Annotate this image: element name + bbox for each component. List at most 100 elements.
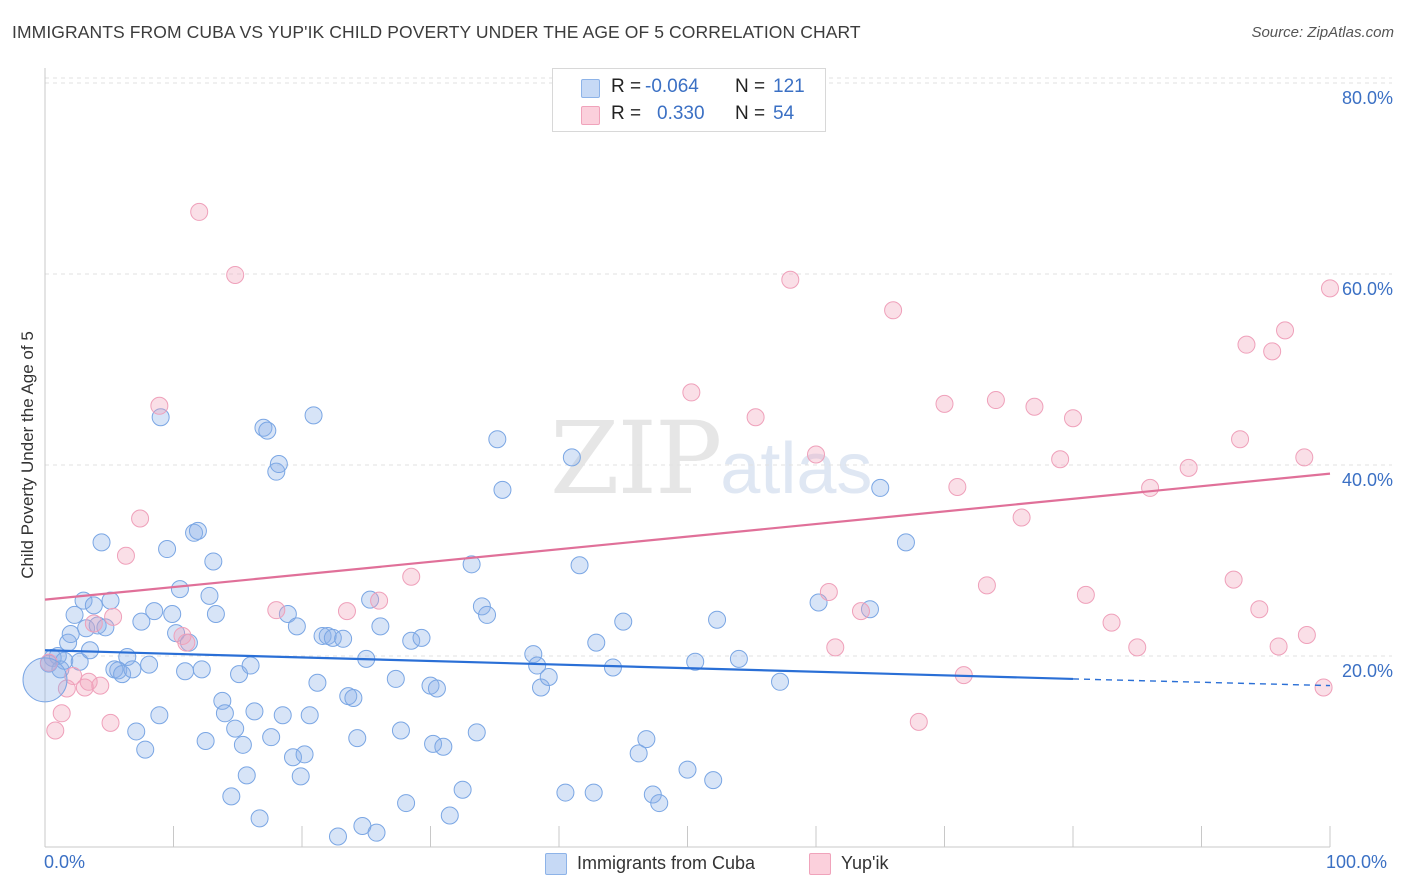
data-point-yupik xyxy=(150,396,169,415)
watermark: ZIPatlas xyxy=(550,400,872,517)
data-point-yupik xyxy=(104,607,123,626)
data-point-cuba xyxy=(258,421,277,440)
data-point-yupik xyxy=(909,712,928,731)
data-point-yupik xyxy=(986,391,1005,410)
legend-r-value: 0.330 xyxy=(657,103,705,124)
data-point-cuba xyxy=(524,645,543,664)
data-point-yupik xyxy=(1025,397,1044,416)
data-point-yupik xyxy=(1250,600,1269,619)
data-point-yupik xyxy=(935,394,954,413)
data-point-cuba xyxy=(472,597,491,616)
data-point-cuba xyxy=(367,823,386,842)
data-point-cuba xyxy=(188,521,207,540)
data-point-cuba xyxy=(278,604,297,623)
chart-title: IMMIGRANTS FROM CUBA VS YUP'IK CHILD POV… xyxy=(12,22,861,42)
data-point-cuba xyxy=(708,610,727,629)
y-tick-label-60: 60.0% xyxy=(1341,279,1393,299)
data-point-yupik xyxy=(1076,585,1095,604)
data-point-yupik xyxy=(1231,430,1250,449)
data-point-cuba xyxy=(323,628,342,647)
data-point-yupik xyxy=(1263,342,1282,361)
bottom-legend-label-cuba: Immigrants from Cuba xyxy=(577,853,756,873)
data-point-cuba xyxy=(237,766,256,785)
legend-n-label: N = xyxy=(735,76,766,97)
data-point-cuba xyxy=(771,672,790,691)
y-tick-label-80: 80.0% xyxy=(1341,88,1393,108)
data-point-yupik xyxy=(101,713,120,732)
data-point-yupik xyxy=(781,270,800,289)
y-tick-label-40: 40.0% xyxy=(1341,470,1393,490)
data-point-yupik xyxy=(177,633,196,652)
data-point-yupik xyxy=(52,704,71,723)
data-point-cuba xyxy=(493,480,512,499)
legend-n-value: 54 xyxy=(773,103,795,124)
data-point-cuba xyxy=(397,794,416,813)
data-point-yupik xyxy=(1179,458,1198,477)
data-point-cuba xyxy=(250,809,269,828)
source-credit: Source: ZipAtlas.com xyxy=(1251,24,1394,41)
data-point-cuba xyxy=(136,740,155,759)
data-point-cuba xyxy=(123,660,142,679)
data-point-cuba xyxy=(462,555,481,574)
data-point-yupik xyxy=(1276,321,1295,340)
data-point-cuba xyxy=(704,771,723,790)
data-point-cuba xyxy=(453,780,472,799)
data-point-cuba xyxy=(328,827,347,846)
legend-row-cuba: R = -0.064 N = 121 xyxy=(553,76,825,100)
legend-r-value: -0.064 xyxy=(645,76,699,97)
legend-r-label: R = xyxy=(611,76,642,97)
data-point-cuba xyxy=(584,783,603,802)
correlation-legend: R = -0.064 N = 121 R = 0.330 N = 54 xyxy=(552,68,826,132)
data-point-cuba xyxy=(361,590,380,609)
data-point-yupik xyxy=(46,721,65,740)
data-point-cuba xyxy=(348,729,367,748)
data-point-cuba xyxy=(427,679,446,698)
data-point-cuba xyxy=(84,596,103,615)
bottom-legend-swatch-cuba xyxy=(545,853,567,875)
data-point-yupik xyxy=(884,301,903,320)
data-point-cuba xyxy=(196,731,215,750)
data-point-cuba xyxy=(467,723,486,742)
data-point-yupik xyxy=(1064,409,1082,428)
data-point-yupik xyxy=(682,383,701,402)
x-tick-label-min: 0.0% xyxy=(44,852,86,872)
legend-n-value: 121 xyxy=(773,76,805,97)
data-point-cuba xyxy=(295,745,314,764)
data-point-cuba xyxy=(871,478,890,497)
data-point-yupik xyxy=(807,445,825,464)
watermark-zip: ZIP xyxy=(550,400,722,517)
data-point-cuba xyxy=(614,612,633,631)
data-point-cuba xyxy=(145,602,164,621)
data-point-yupik xyxy=(39,653,58,672)
data-point-yupik xyxy=(402,567,421,586)
data-point-cuba xyxy=(150,706,169,725)
data-point-cuba xyxy=(176,662,195,681)
data-point-yupik xyxy=(826,638,845,657)
data-point-cuba xyxy=(96,618,115,637)
data-point-yupik xyxy=(1012,508,1031,527)
data-point-cuba xyxy=(402,631,421,650)
data-point-cuba xyxy=(151,408,170,427)
trend-line-cuba-extrapolated xyxy=(1072,678,1331,687)
data-point-cuba xyxy=(192,660,211,679)
legend-r-label: R = xyxy=(611,103,642,124)
data-point-yupik xyxy=(226,265,245,284)
data-point-yupik xyxy=(116,546,135,565)
data-point-cuba xyxy=(334,629,353,648)
data-point-yupik xyxy=(337,602,356,621)
data-point-yupik xyxy=(1321,279,1339,298)
data-point-cuba xyxy=(241,656,260,675)
data-point-cuba xyxy=(562,448,581,467)
data-point-cuba xyxy=(269,455,288,474)
legend-swatch-yupik xyxy=(581,106,600,125)
data-point-cuba xyxy=(113,665,132,684)
data-point-yupik xyxy=(1051,450,1070,469)
data-point-cuba xyxy=(587,633,606,652)
bottom-legend-swatch-yupik xyxy=(809,853,831,875)
legend-swatch-cuba xyxy=(581,79,600,98)
bottom-legend-label-yupik: Yup'ik xyxy=(841,853,889,873)
data-point-cuba xyxy=(304,406,323,425)
data-point-cuba xyxy=(488,430,507,449)
data-point-cuba xyxy=(222,787,241,806)
